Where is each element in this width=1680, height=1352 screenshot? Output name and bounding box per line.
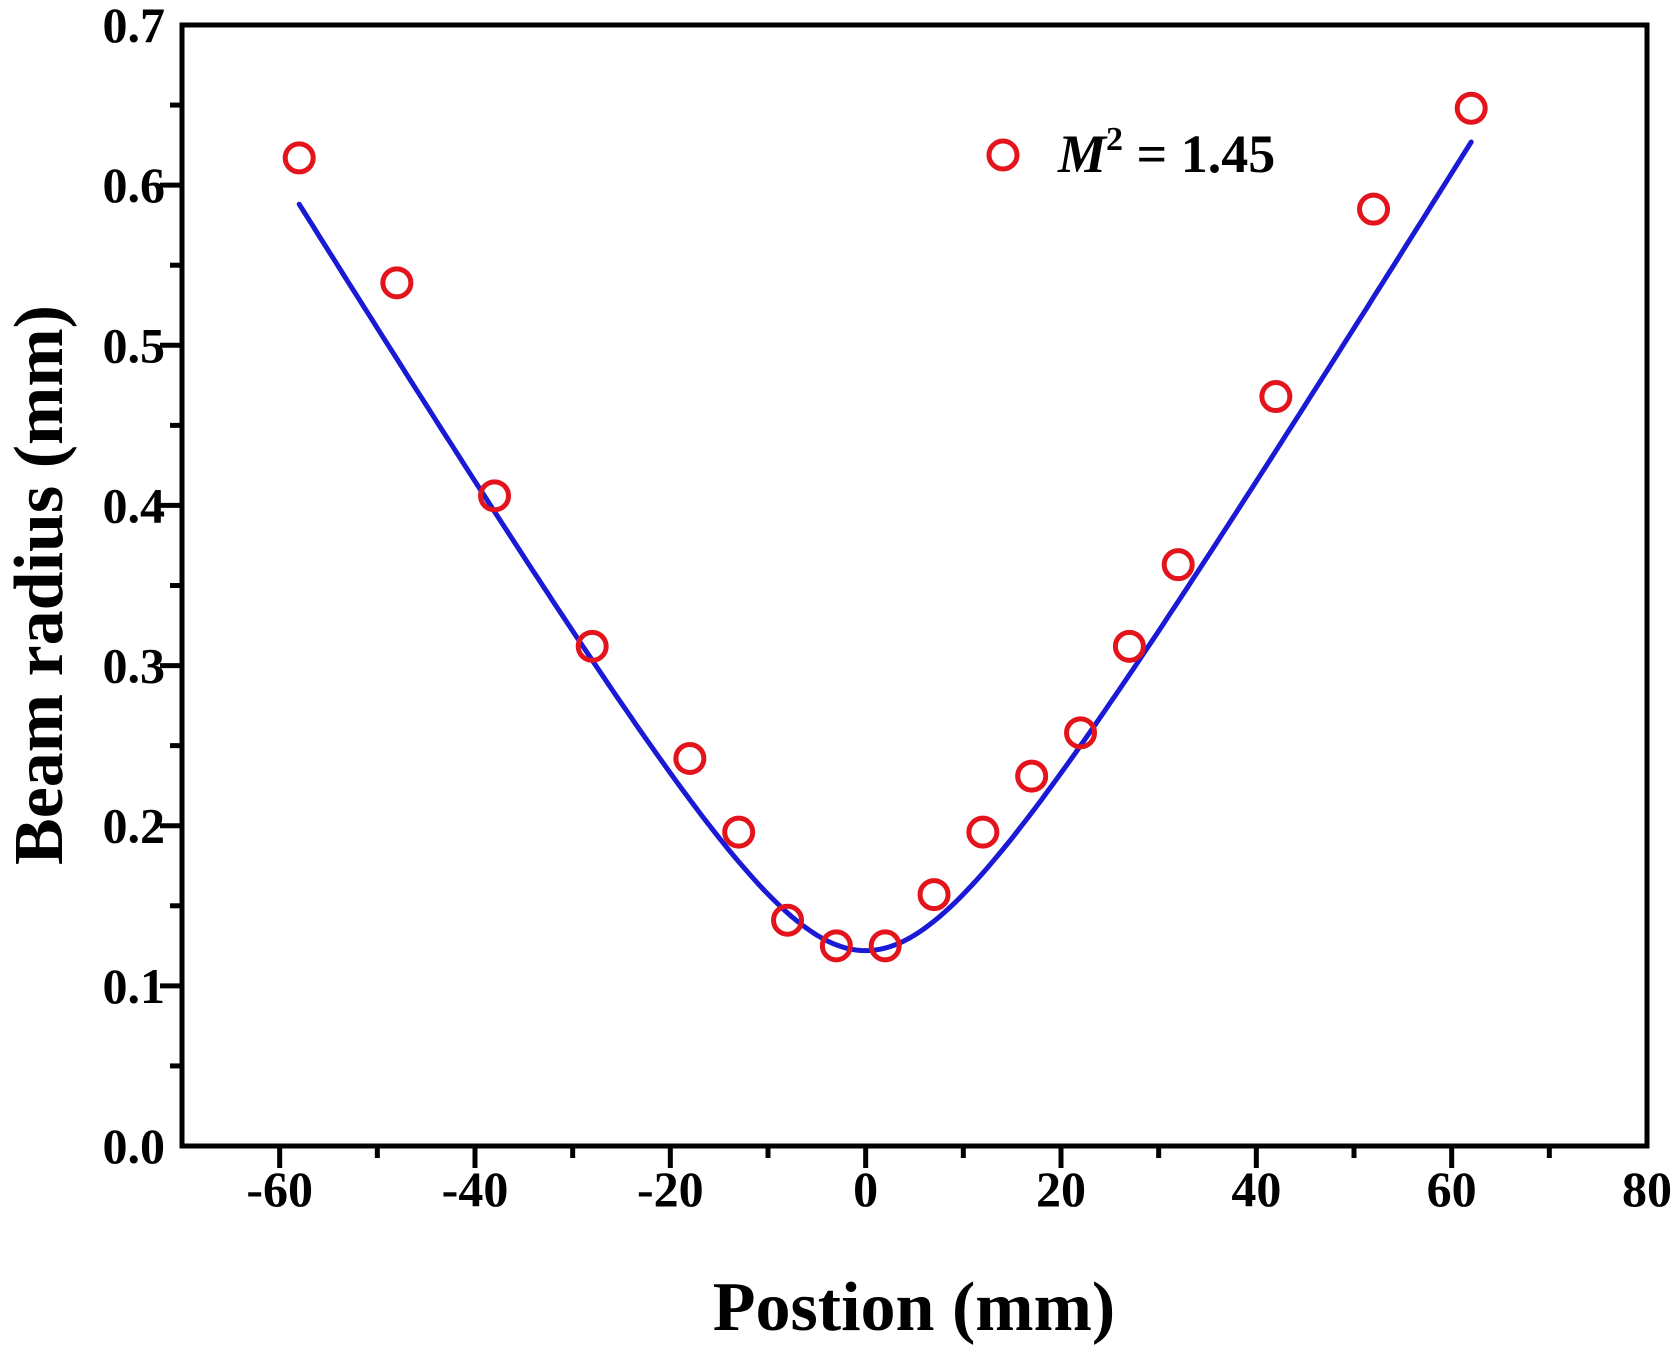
data-point [819,929,853,963]
data-point [1015,759,1049,793]
plot-frame [179,22,1650,1149]
x-tick-label: 80 [1622,1161,1672,1217]
x-tick-label: -40 [442,1161,509,1217]
data-point [771,903,805,937]
data-point [722,815,756,849]
data-point [1357,192,1391,226]
data-point [966,815,1000,849]
data-point [1161,548,1195,582]
data-points-layer [282,91,1488,963]
legend-label: M2 = 1.45 [1057,121,1275,184]
y-tick-label: 0.6 [103,157,166,213]
y-tick-label: 0.3 [103,638,166,694]
data-point [282,141,316,175]
data-point [1112,629,1146,663]
legend-superscript: 2 [1106,121,1123,158]
x-tick-label: 0 [853,1161,878,1217]
y-tick-label: 0.0 [103,1118,166,1174]
data-point [575,629,609,663]
data-point [478,479,512,513]
legend-marker [986,138,1020,172]
data-point [1064,716,1098,750]
data-point [1454,91,1488,125]
y-tick-label: 0.4 [103,477,166,533]
x-tick-label: -60 [246,1161,313,1217]
data-point [673,741,707,775]
y-axis-title: Beam radius (mm) [1,305,78,865]
legend: M2 = 1.45 [986,121,1275,184]
data-point [868,929,902,963]
x-tick-labels: -60 -40 -20 0 20 40 60 80 [246,1161,1672,1217]
legend-value: = 1.45 [1123,124,1275,184]
y-tick-labels: 0.0 0.1 0.2 0.3 0.4 0.5 0.6 0.7 [103,0,166,1174]
legend-symbol: M [1057,124,1108,184]
x-tick-label: 60 [1427,1161,1477,1217]
x-tick-label: 20 [1036,1161,1086,1217]
data-point [917,878,951,912]
data-point [1259,380,1293,414]
y-tick-label: 0.7 [103,0,166,53]
y-tick-label: 0.1 [103,958,166,1014]
data-point [380,266,414,300]
x-axis-title: Postion (mm) [713,1269,1115,1346]
x-tick-label: -20 [637,1161,704,1217]
x-tick-label: 40 [1231,1161,1281,1217]
y-tick-label: 0.2 [103,798,166,854]
y-tick-label: 0.5 [103,317,166,373]
